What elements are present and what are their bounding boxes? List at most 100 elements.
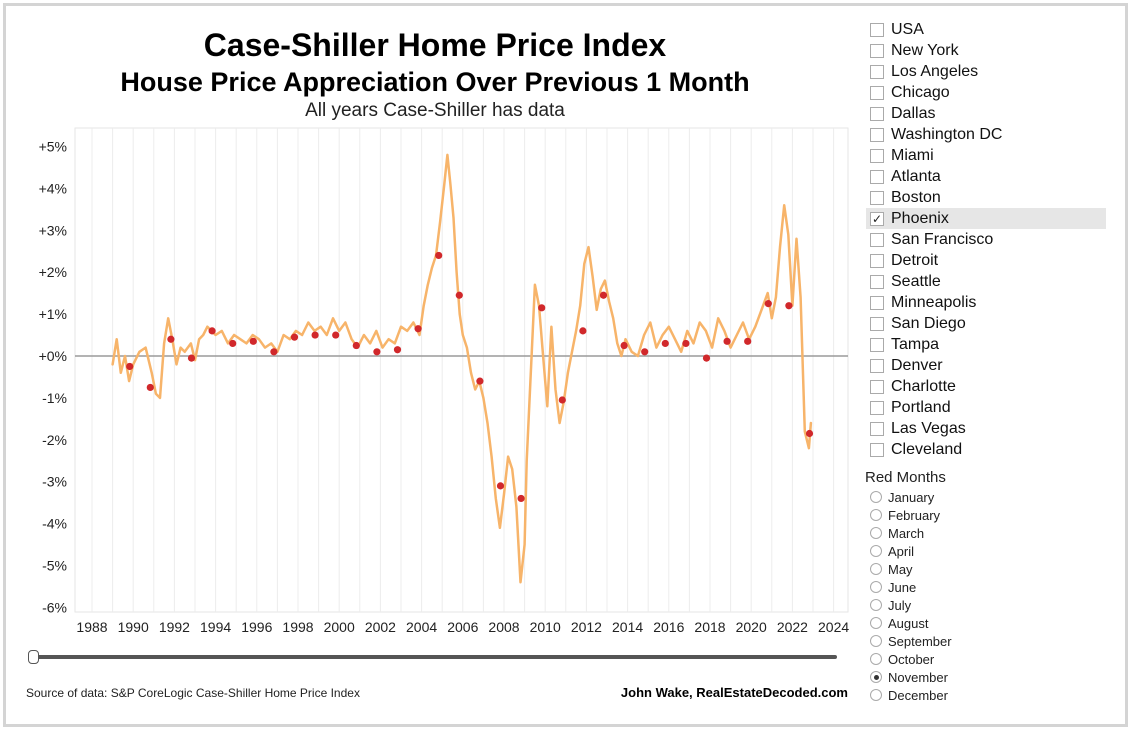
city-filter-phoenix[interactable]: ✓ Phoenix — [866, 208, 1106, 229]
checkbox-icon[interactable] — [870, 400, 884, 415]
city-filter-label: Charlotte — [891, 377, 956, 395]
checkbox-icon[interactable] — [870, 169, 884, 184]
city-filter-label: New York — [891, 41, 959, 59]
checkbox-icon[interactable] — [870, 274, 884, 289]
radio-icon[interactable] — [870, 653, 882, 665]
city-filter-label: Detroit — [891, 251, 939, 269]
radio-icon[interactable] — [870, 689, 882, 701]
checkbox-icon[interactable] — [870, 148, 884, 163]
x-tick-label: 1988 — [76, 619, 107, 635]
month-option-label: November — [888, 669, 948, 685]
x-tick-label: 1990 — [118, 619, 149, 635]
city-filter-atlanta[interactable]: Atlanta — [866, 166, 1106, 187]
city-filter-cleveland[interactable]: Cleveland — [866, 439, 1106, 460]
radio-icon[interactable] — [870, 509, 882, 521]
month-option-label: September — [888, 633, 952, 649]
city-filter-detroit[interactable]: Detroit — [866, 250, 1106, 271]
y-tick-label: -5% — [42, 558, 67, 574]
checkbox-icon[interactable] — [870, 43, 884, 58]
city-filter-washington-dc[interactable]: Washington DC — [866, 124, 1106, 145]
x-tick-label: 2024 — [818, 619, 849, 635]
radio-icon[interactable] — [870, 491, 882, 503]
checkbox-icon[interactable] — [870, 295, 884, 310]
radio-icon[interactable] — [870, 635, 882, 647]
city-filter-tampa[interactable]: Tampa — [866, 334, 1106, 355]
month-option-label: February — [888, 507, 941, 523]
month-option-june[interactable]: June — [866, 578, 1066, 596]
x-tick-label: 2012 — [571, 619, 602, 635]
radio-icon[interactable] — [870, 527, 882, 539]
x-tick-label: 2004 — [406, 619, 437, 635]
checkbox-icon[interactable] — [870, 337, 884, 352]
city-filter-san-diego[interactable]: San Diego — [866, 313, 1106, 334]
city-filter-label: Boston — [891, 188, 941, 206]
y-tick-label: +5% — [39, 139, 67, 155]
checkbox-icon[interactable] — [870, 316, 884, 331]
checkbox-icon[interactable] — [870, 22, 884, 37]
y-tick-label: +3% — [39, 222, 67, 238]
x-tick-label: 2006 — [447, 619, 478, 635]
checkbox-icon[interactable] — [870, 106, 884, 121]
radio-icon[interactable] — [870, 545, 882, 557]
month-option-august[interactable]: August — [866, 614, 1066, 632]
red-month-point — [352, 341, 360, 350]
city-filter-label: Miami — [891, 146, 934, 164]
x-tick-label: 2022 — [777, 619, 808, 635]
city-filter-charlotte[interactable]: Charlotte — [866, 376, 1106, 397]
checkbox-icon[interactable] — [870, 190, 884, 205]
date-range-slider-handle[interactable] — [28, 650, 39, 664]
month-option-february[interactable]: February — [866, 506, 1066, 524]
x-tick-label: 2018 — [694, 619, 725, 635]
month-option-december[interactable]: December — [866, 686, 1066, 704]
city-filter-new-york[interactable]: New York — [866, 40, 1106, 61]
radio-icon[interactable] — [870, 563, 882, 575]
city-filter-usa[interactable]: USA — [866, 19, 1106, 40]
red-month-point — [126, 362, 134, 371]
city-filter-label: Atlanta — [891, 167, 941, 185]
checkbox-icon[interactable] — [870, 442, 884, 457]
checkbox-checked-icon[interactable]: ✓ — [870, 211, 884, 226]
month-option-may[interactable]: May — [866, 560, 1066, 578]
month-option-january[interactable]: January — [866, 488, 1066, 506]
month-option-november[interactable]: November — [866, 668, 1066, 686]
city-filter-denver[interactable]: Denver — [866, 355, 1106, 376]
radio-icon[interactable] — [870, 581, 882, 593]
city-filter-boston[interactable]: Boston — [866, 187, 1106, 208]
city-filter-label: Phoenix — [891, 209, 949, 227]
checkbox-icon[interactable] — [870, 358, 884, 373]
x-tick-label: 2016 — [653, 619, 684, 635]
checkbox-icon[interactable] — [870, 127, 884, 142]
city-filter-label: Washington DC — [891, 125, 1003, 143]
checkbox-icon[interactable] — [870, 379, 884, 394]
city-filter-dallas[interactable]: Dallas — [866, 103, 1106, 124]
city-filter-los-angeles[interactable]: Los Angeles — [866, 61, 1106, 82]
checkbox-icon[interactable] — [870, 85, 884, 100]
city-filter-seattle[interactable]: Seattle — [866, 271, 1106, 292]
y-tick-label: +1% — [39, 306, 67, 322]
radio-icon[interactable] — [870, 617, 882, 629]
month-option-september[interactable]: September — [866, 632, 1066, 650]
month-option-july[interactable]: July — [866, 596, 1066, 614]
checkbox-icon[interactable] — [870, 64, 884, 79]
red-month-point — [229, 339, 237, 348]
checkbox-icon[interactable] — [870, 232, 884, 247]
radio-selected-icon[interactable] — [870, 671, 882, 683]
city-filter-portland[interactable]: Portland — [866, 397, 1106, 418]
city-filter-label: Minneapolis — [891, 293, 977, 311]
checkbox-icon[interactable] — [870, 253, 884, 268]
city-filter-miami[interactable]: Miami — [866, 145, 1106, 166]
city-filter-chicago[interactable]: Chicago — [866, 82, 1106, 103]
chart-subtitle: House Price Appreciation Over Previous 1… — [120, 67, 750, 97]
radio-icon[interactable] — [870, 599, 882, 611]
month-option-october[interactable]: October — [866, 650, 1066, 668]
city-filter-minneapolis[interactable]: Minneapolis — [866, 292, 1106, 313]
city-filter-san-francisco[interactable]: San Francisco — [866, 229, 1106, 250]
date-range-slider-track[interactable] — [32, 655, 837, 659]
red-month-point — [373, 348, 381, 356]
red-month-point — [455, 291, 463, 299]
y-tick-label: +0% — [39, 348, 67, 364]
checkbox-icon[interactable] — [870, 421, 884, 436]
month-option-april[interactable]: April — [866, 542, 1066, 560]
month-option-march[interactable]: March — [866, 524, 1066, 542]
city-filter-las-vegas[interactable]: Las Vegas — [866, 418, 1106, 439]
